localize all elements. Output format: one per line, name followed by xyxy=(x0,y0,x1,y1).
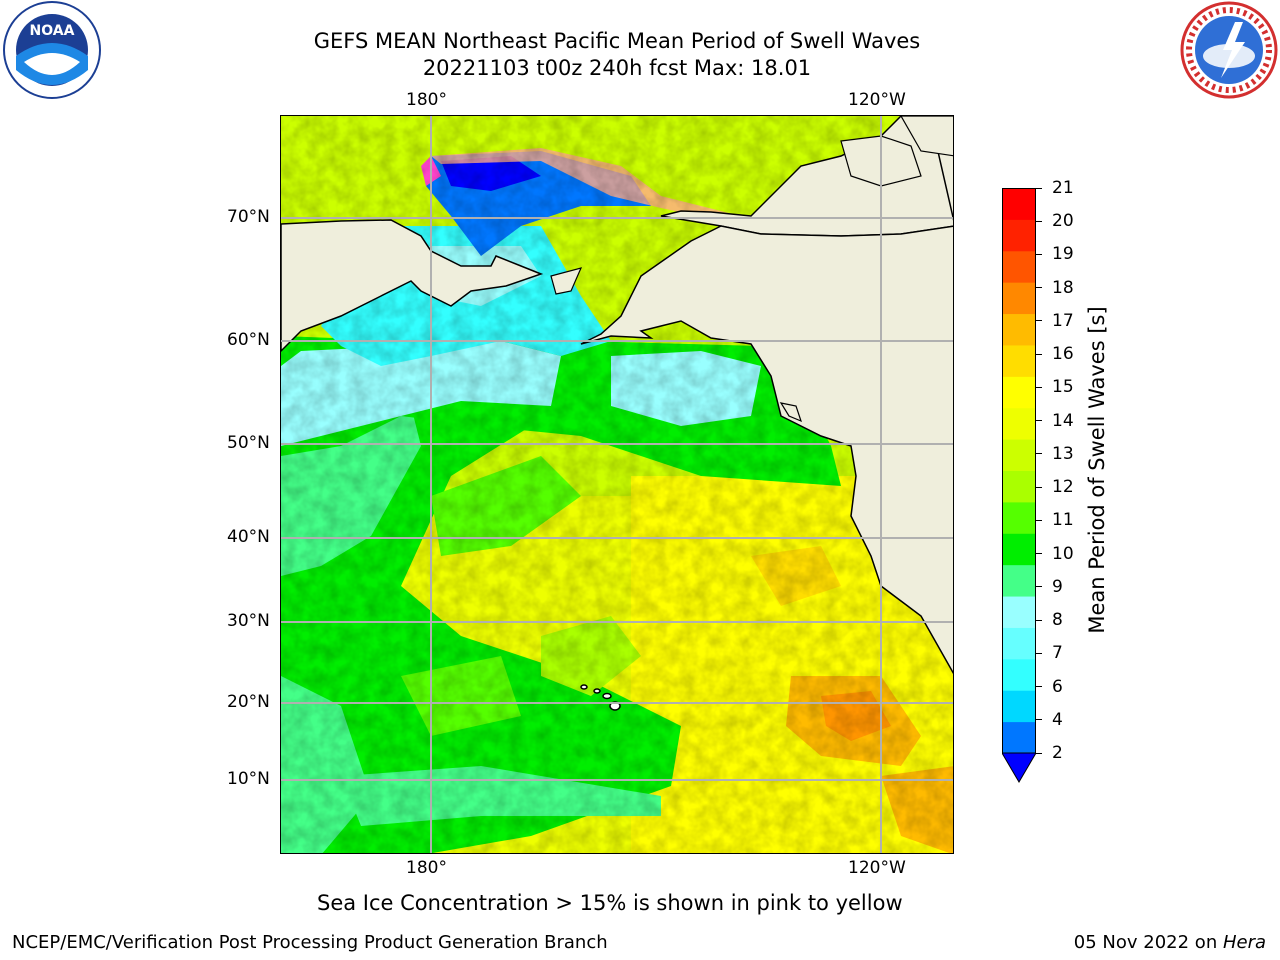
colorbar-tick-label: 8 xyxy=(1052,610,1063,631)
colorbar-tick-mark xyxy=(1036,752,1042,754)
colorbar-segment xyxy=(1002,690,1036,723)
colorbar-tick-mark xyxy=(1036,719,1042,721)
map-title: GEFS MEAN Northeast Pacific Mean Period … xyxy=(313,29,921,53)
colorbar-tick-label: 9 xyxy=(1052,576,1063,597)
colorbar-segment xyxy=(1002,282,1036,315)
colorbar-segment xyxy=(1002,470,1036,503)
colorbar-segment xyxy=(1002,658,1036,691)
sea-ice-note: Sea Ice Concentration > 15% is shown in … xyxy=(317,891,903,915)
colorbar-segment xyxy=(1002,721,1036,754)
lat-label: 30°N xyxy=(227,611,270,631)
svg-text:NOAA: NOAA xyxy=(30,23,75,39)
colorbar-tick-mark xyxy=(1036,453,1042,455)
colorbar-segment xyxy=(1002,564,1036,597)
colorbar-segment xyxy=(1002,596,1036,628)
colorbar-tick-mark xyxy=(1036,586,1042,588)
colorbar-tick-label: 20 xyxy=(1052,211,1074,232)
colorbar-tick-mark xyxy=(1036,619,1042,621)
colorbar-segment xyxy=(1002,344,1036,377)
colorbar-tick-label: 18 xyxy=(1052,277,1074,298)
lat-label: 50°N xyxy=(227,433,270,453)
lat-label: 40°N xyxy=(227,527,270,547)
lon-label-top-180: 180° xyxy=(406,90,447,110)
colorbar-segment xyxy=(1002,219,1036,252)
lat-label: 10°N xyxy=(227,769,270,789)
colorbar-tick-label: 19 xyxy=(1052,244,1074,265)
footer-org: NCEP/EMC/Verification Post Processing Pr… xyxy=(12,932,608,953)
colorbar-tick-label: 10 xyxy=(1052,543,1074,564)
colorbar-tick-mark xyxy=(1036,320,1042,322)
noaa-logo: NOAA xyxy=(2,0,102,100)
lon-label-top-120w: 120°W xyxy=(848,90,906,110)
swell-period-field xyxy=(281,116,953,853)
colorbar-tick-label: 15 xyxy=(1052,377,1074,398)
siberia-land xyxy=(281,219,544,353)
colorbar-tick-label: 4 xyxy=(1052,709,1063,730)
colorbar-tick-mark xyxy=(1036,686,1042,688)
colorbar-tick-label: 13 xyxy=(1052,443,1074,464)
north-america-land xyxy=(580,116,953,674)
colorbar-tick-mark xyxy=(1036,553,1042,555)
lon-label-bottom-180: 180° xyxy=(406,858,447,878)
colorbar-tick-mark xyxy=(1036,353,1042,355)
colorbar-tick-mark xyxy=(1036,420,1042,422)
colorbar-extend-min xyxy=(1001,752,1037,783)
colorbar-tick-label: 7 xyxy=(1052,643,1063,664)
map-subtitle: 20221103 t00z 240h fcst Max: 18.01 xyxy=(422,56,812,80)
lat-label: 20°N xyxy=(227,692,270,712)
colorbar-segment xyxy=(1002,439,1036,471)
colorbar-segment xyxy=(1002,188,1036,220)
footer-date-text: 05 Nov 2022 on xyxy=(1073,932,1223,953)
colorbar-segment xyxy=(1002,627,1036,660)
colorbar-tick-mark xyxy=(1036,187,1042,189)
colorbar xyxy=(1001,188,1037,783)
hawaiian-islands xyxy=(580,684,621,711)
colorbar-segment xyxy=(1002,250,1036,283)
colorbar-tick-label: 6 xyxy=(1052,676,1063,697)
colorbar-segment xyxy=(1002,313,1036,346)
colorbar-tick-label: 21 xyxy=(1052,178,1074,198)
map-panel xyxy=(280,115,954,854)
colorbar-tick-label: 17 xyxy=(1052,310,1074,331)
colorbar-segment xyxy=(1002,533,1036,566)
colorbar-tick-mark xyxy=(1036,519,1042,521)
footer-date: 05 Nov 2022 on Hera xyxy=(1074,932,1266,954)
colorbar-tick-label: 14 xyxy=(1052,410,1074,431)
colorbar-tick-mark xyxy=(1036,652,1042,654)
lat-label: 70°N xyxy=(227,207,270,227)
colorbar-tick-mark xyxy=(1036,486,1042,488)
lon-label-bottom-120w: 120°W xyxy=(848,858,906,878)
colorbar-segment xyxy=(1002,501,1036,534)
colorbar-tick-label: 16 xyxy=(1052,344,1074,365)
colorbar-tick-label: 2 xyxy=(1052,743,1063,763)
colorbar-segment xyxy=(1002,407,1036,440)
nws-logo xyxy=(1179,0,1279,100)
colorbar-tick-mark xyxy=(1036,287,1042,289)
graticule xyxy=(281,116,953,853)
footer-system: Hera xyxy=(1222,932,1266,953)
colorbar-tick-label: 12 xyxy=(1052,477,1074,498)
colorbar-tick-label: 11 xyxy=(1052,510,1074,531)
lat-label: 60°N xyxy=(227,330,270,350)
colorbar-tick-mark xyxy=(1036,386,1042,388)
colorbar-tick-mark xyxy=(1036,253,1042,255)
colorbar-segment xyxy=(1002,376,1036,409)
colorbar-tick-mark xyxy=(1036,220,1042,222)
